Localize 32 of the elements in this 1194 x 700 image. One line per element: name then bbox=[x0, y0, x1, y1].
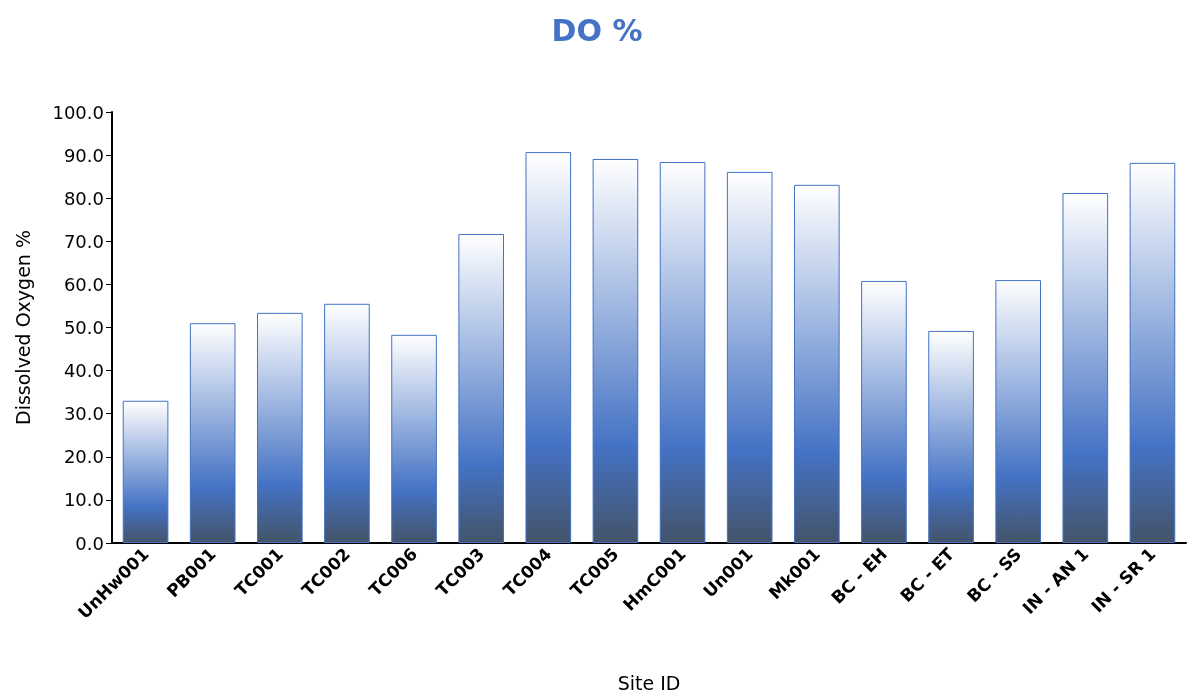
bar bbox=[861, 280, 907, 543]
bar bbox=[391, 334, 437, 543]
y-tick-label: 10.0 bbox=[63, 489, 104, 511]
y-tick-label: 70.0 bbox=[63, 230, 104, 252]
y-tick-label: 80.0 bbox=[63, 187, 104, 209]
x-tick-label: BC - EH bbox=[827, 543, 892, 608]
y-axis-title: Dissolved Oxygen % bbox=[11, 230, 34, 425]
bar bbox=[458, 233, 505, 543]
bar bbox=[122, 400, 169, 543]
bar bbox=[928, 330, 974, 543]
bar bbox=[525, 152, 572, 543]
chart-title: DO % bbox=[551, 12, 643, 48]
bar bbox=[995, 280, 1042, 543]
x-tick-label: BC - ET bbox=[896, 543, 959, 606]
y-tick-label: 0.0 bbox=[75, 532, 104, 554]
x-axis-title: Site ID bbox=[617, 671, 681, 694]
y-tick-label: 100.0 bbox=[52, 101, 104, 123]
bar bbox=[1062, 193, 1109, 543]
bar bbox=[1129, 162, 1176, 543]
bar bbox=[592, 158, 639, 543]
bar bbox=[324, 303, 370, 543]
y-tick-label: 30.0 bbox=[63, 403, 104, 425]
bar bbox=[793, 184, 840, 543]
bar bbox=[189, 323, 236, 543]
bar bbox=[256, 312, 303, 543]
y-tick-label: 40.0 bbox=[63, 360, 104, 382]
y-tick-label: 60.0 bbox=[63, 273, 104, 295]
bar bbox=[659, 162, 706, 543]
bar bbox=[726, 171, 773, 543]
y-tick-label: 50.0 bbox=[63, 317, 104, 338]
y-tick-label: 20.0 bbox=[63, 446, 104, 468]
y-tick-label: 90.0 bbox=[63, 144, 104, 166]
